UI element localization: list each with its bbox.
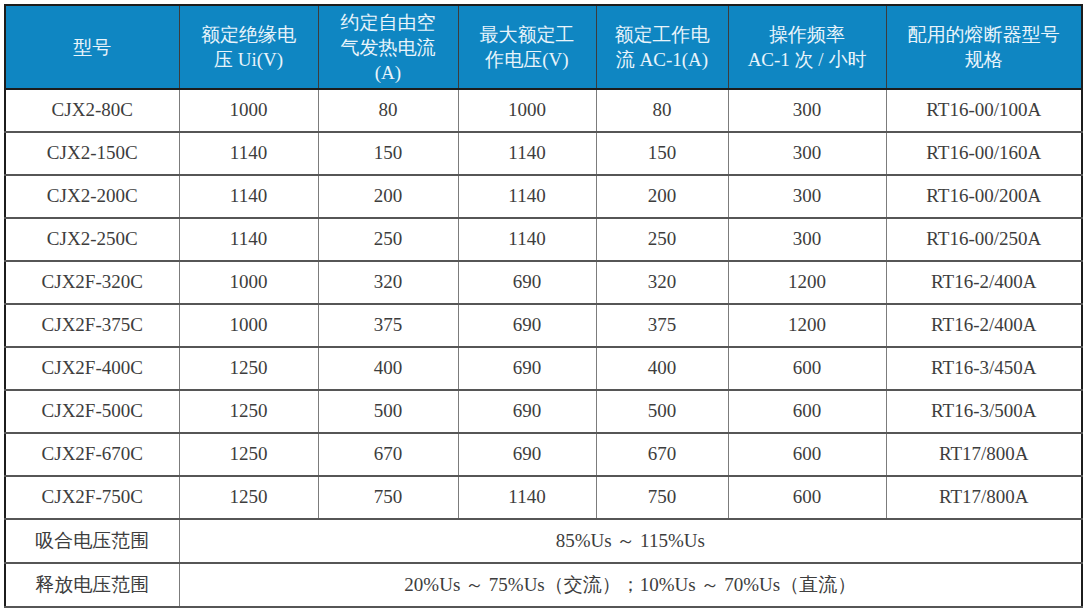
table-cell: 320 <box>318 261 458 304</box>
table-cell: RT16-00/100A <box>886 89 1082 132</box>
model-cell: CJX2F-670C <box>5 433 179 476</box>
table-cell: 400 <box>596 347 728 390</box>
table-cell: 400 <box>318 347 458 390</box>
column-header: 配用的熔断器型号 规格 <box>886 5 1082 89</box>
table-cell: 600 <box>728 476 886 519</box>
table-row: CJX2F-375C10003756903751200RT16-2/400A <box>5 304 1082 347</box>
header-row: 型号额定绝缘电 压 Ui(V)约定自由空 气发热电流 (A)最大额定工 作电压(… <box>5 5 1082 89</box>
model-cell: CJX2F-400C <box>5 347 179 390</box>
table-cell: 1000 <box>179 261 318 304</box>
table-cell: 200 <box>596 175 728 218</box>
table-cell: 375 <box>596 304 728 347</box>
table-cell: RT17/800A <box>886 433 1082 476</box>
footer-value: 85%Us ～ 115%Us <box>179 519 1082 563</box>
model-cell: CJX2-200C <box>5 175 179 218</box>
model-cell: CJX2F-375C <box>5 304 179 347</box>
column-header: 约定自由空 气发热电流 (A) <box>318 5 458 89</box>
table-cell: RT16-3/450A <box>886 347 1082 390</box>
table-cell: 600 <box>728 347 886 390</box>
table-row: CJX2F-750C12507501140750600RT17/800A <box>5 476 1082 519</box>
column-header: 型号 <box>5 5 179 89</box>
table-cell: 1250 <box>179 390 318 433</box>
table-cell: 1140 <box>179 132 318 175</box>
table-cell: 1140 <box>179 175 318 218</box>
model-cell: CJX2-250C <box>5 218 179 261</box>
table-body: CJX2-80C100080100080300RT16-00/100ACJX2-… <box>5 89 1082 607</box>
column-header: 额定工作电 流 AC-1(A) <box>596 5 728 89</box>
table-cell: 600 <box>728 433 886 476</box>
table-cell: 690 <box>458 261 596 304</box>
table-cell: RT16-3/500A <box>886 390 1082 433</box>
table-cell: 670 <box>596 433 728 476</box>
model-cell: CJX2-150C <box>5 132 179 175</box>
table-row: CJX2F-400C1250400690400600RT16-3/450A <box>5 347 1082 390</box>
table-cell: 1000 <box>179 89 318 132</box>
table-cell: RT16-00/200A <box>886 175 1082 218</box>
table-row: CJX2F-670C1250670690670600RT17/800A <box>5 433 1082 476</box>
column-header: 最大额定工 作电压(V) <box>458 5 596 89</box>
table-cell: 250 <box>318 218 458 261</box>
table-cell: 1200 <box>728 304 886 347</box>
table-row: CJX2-150C11401501140150300RT16-00/160A <box>5 132 1082 175</box>
footer-label: 吸合电压范围 <box>5 519 179 563</box>
table-cell: 1000 <box>179 304 318 347</box>
table-cell: 80 <box>318 89 458 132</box>
table-cell: 690 <box>458 433 596 476</box>
table-cell: 200 <box>318 175 458 218</box>
table-row: CJX2-80C100080100080300RT16-00/100A <box>5 89 1082 132</box>
table-cell: 300 <box>728 132 886 175</box>
table-cell: 1250 <box>179 476 318 519</box>
column-header: 额定绝缘电 压 Ui(V) <box>179 5 318 89</box>
table-cell: 670 <box>318 433 458 476</box>
table-cell: 300 <box>728 89 886 132</box>
table-cell: 300 <box>728 175 886 218</box>
table-cell: 1140 <box>458 175 596 218</box>
table-cell: 1140 <box>179 218 318 261</box>
table-row: CJX2-250C11402501140250300RT16-00/250A <box>5 218 1082 261</box>
table-cell: 375 <box>318 304 458 347</box>
table-cell: 150 <box>596 132 728 175</box>
table-cell: RT16-2/400A <box>886 304 1082 347</box>
table-row: CJX2F-320C10003206903201200RT16-2/400A <box>5 261 1082 304</box>
table-cell: 1000 <box>458 89 596 132</box>
table-cell: 80 <box>596 89 728 132</box>
footer-label: 释放电压范围 <box>5 563 179 607</box>
spec-table: 型号额定绝缘电 压 Ui(V)约定自由空 气发热电流 (A)最大额定工 作电压(… <box>4 4 1083 608</box>
footer-value: 20%Us ～ 75%Us（交流）；10%Us ～ 70%Us（直流） <box>179 563 1082 607</box>
table-cell: 250 <box>596 218 728 261</box>
model-cell: CJX2F-320C <box>5 261 179 304</box>
table-cell: RT16-2/400A <box>886 261 1082 304</box>
table-cell: 1140 <box>458 218 596 261</box>
table-cell: 1250 <box>179 433 318 476</box>
table-cell: 690 <box>458 304 596 347</box>
footer-row: 释放电压范围20%Us ～ 75%Us（交流）；10%Us ～ 70%Us（直流… <box>5 563 1082 607</box>
model-cell: CJX2-80C <box>5 89 179 132</box>
footer-row: 吸合电压范围85%Us ～ 115%Us <box>5 519 1082 563</box>
table-cell: 500 <box>318 390 458 433</box>
table-cell: 1140 <box>458 476 596 519</box>
table-cell: 690 <box>458 347 596 390</box>
model-cell: CJX2F-500C <box>5 390 179 433</box>
table-cell: 600 <box>728 390 886 433</box>
table-cell: 150 <box>318 132 458 175</box>
table-cell: RT16-00/250A <box>886 218 1082 261</box>
table-cell: RT16-00/160A <box>886 132 1082 175</box>
table-cell: 320 <box>596 261 728 304</box>
table-cell: 1250 <box>179 347 318 390</box>
table-cell: RT17/800A <box>886 476 1082 519</box>
model-cell: CJX2F-750C <box>5 476 179 519</box>
table-cell: 750 <box>318 476 458 519</box>
table-cell: 300 <box>728 218 886 261</box>
table-cell: 1200 <box>728 261 886 304</box>
table-cell: 750 <box>596 476 728 519</box>
table-row: CJX2-200C11402001140200300RT16-00/200A <box>5 175 1082 218</box>
table-cell: 690 <box>458 390 596 433</box>
table-row: CJX2F-500C1250500690500600RT16-3/500A <box>5 390 1082 433</box>
table-cell: 500 <box>596 390 728 433</box>
table-cell: 1140 <box>458 132 596 175</box>
column-header: 操作频率 AC-1 次 / 小时 <box>728 5 886 89</box>
